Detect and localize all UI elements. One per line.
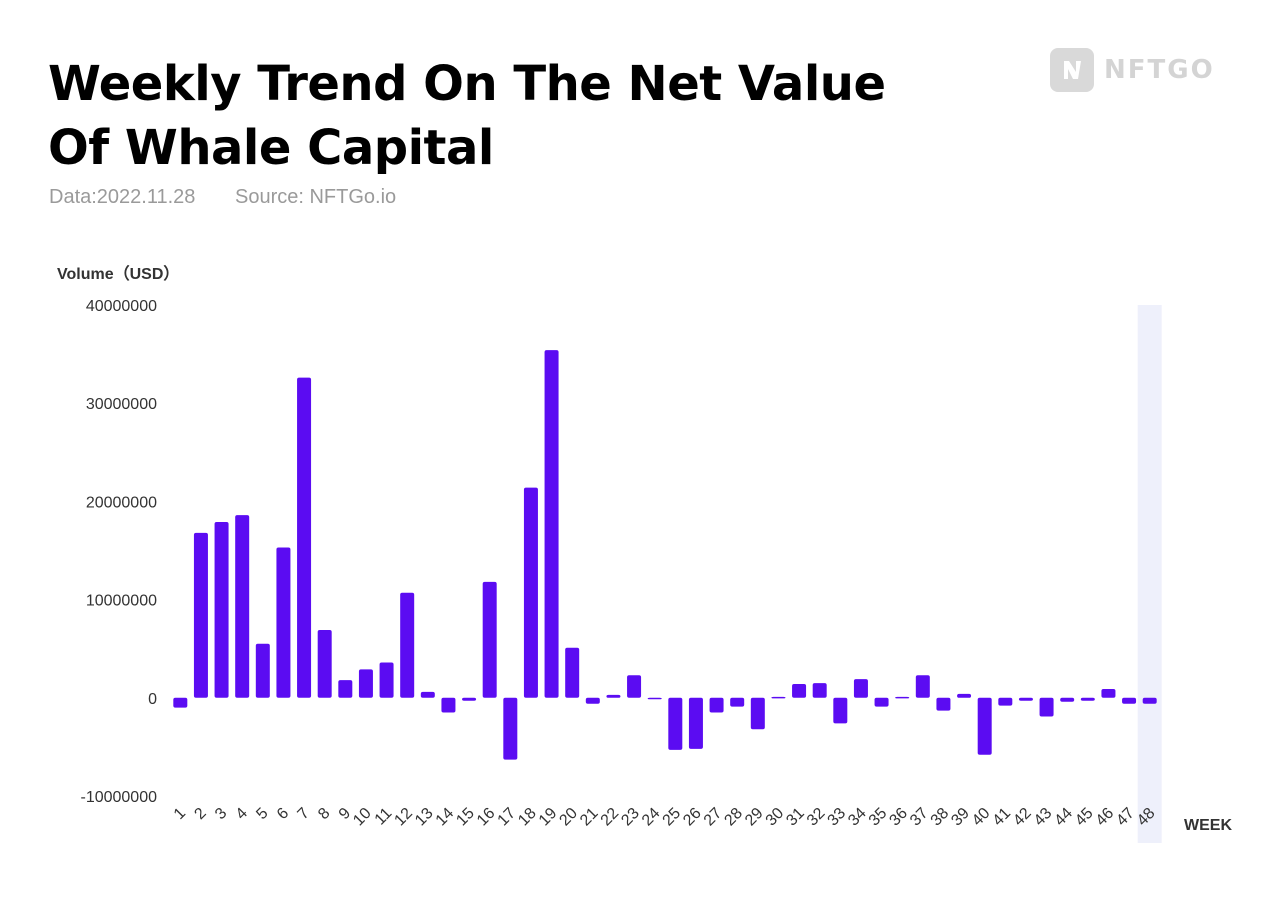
y-tick-label: 10000000 (86, 593, 157, 610)
bar-week-19[interactable] (544, 350, 559, 698)
bar-week-7[interactable] (297, 377, 312, 698)
x-tick-label: 3 (212, 805, 230, 823)
x-tick-label: 6 (274, 805, 292, 823)
bar-week-34[interactable] (853, 679, 868, 698)
chart-title: Weekly Trend On The Net Value Of Whale C… (48, 52, 968, 180)
bar-week-48[interactable] (1142, 697, 1157, 704)
bar-week-11[interactable] (379, 662, 394, 698)
bar-week-18[interactable] (523, 487, 538, 698)
bar-week-14[interactable] (441, 697, 456, 713)
bar-week-1[interactable] (173, 697, 188, 708)
bar-week-31[interactable] (792, 684, 807, 698)
bar-week-40[interactable] (977, 697, 992, 755)
y-tick-label: 30000000 (86, 396, 157, 413)
bar-series (173, 350, 1157, 760)
nftgo-logo: NFTGO (1050, 48, 1215, 92)
x-tick-label: 2 (191, 805, 209, 823)
y-tick-label: -10000000 (80, 789, 157, 806)
bar-week-6[interactable] (276, 547, 291, 698)
x-tick-label: 7 (295, 805, 313, 823)
x-tick-label: 8 (315, 805, 333, 823)
title-line-1: Weekly Trend On The Net Value (48, 56, 886, 112)
title-line-2: Of Whale Capital (48, 120, 494, 176)
bar-week-22[interactable] (606, 694, 621, 698)
y-tick-label: 40000000 (86, 298, 157, 315)
bar-week-43[interactable] (1039, 697, 1054, 717)
bar-week-44[interactable] (1060, 697, 1075, 702)
bar-week-17[interactable] (503, 697, 518, 760)
bar-week-42[interactable] (1018, 697, 1033, 701)
date-label: Data:2022.11.28 (49, 186, 196, 208)
bar-week-28[interactable] (730, 697, 745, 707)
bar-week-38[interactable] (936, 697, 951, 711)
y-axis-title: Volume（USD） (57, 265, 179, 283)
x-tick-label: 4 (233, 805, 251, 823)
bar-week-20[interactable] (565, 647, 580, 698)
y-tick-label: 0 (148, 691, 157, 708)
bar-week-39[interactable] (957, 693, 972, 698)
bar-week-47[interactable] (1122, 697, 1137, 704)
bar-week-15[interactable] (462, 697, 477, 701)
bar-week-33[interactable] (833, 697, 848, 724)
bar-week-25[interactable] (668, 697, 683, 750)
bar-week-5[interactable] (255, 643, 270, 698)
bar-week-32[interactable] (812, 683, 827, 698)
y-axis-ticks: 40000000 30000000 20000000 10000000 0 -100000… (80, 298, 157, 806)
bar-week-30[interactable] (771, 696, 786, 699)
bar-week-3[interactable] (214, 522, 229, 698)
bar-week-10[interactable] (358, 669, 373, 698)
bar-week-36[interactable] (895, 696, 910, 699)
bar-week-8[interactable] (317, 630, 332, 698)
nftgo-logo-icon (1050, 48, 1094, 92)
bar-week-41[interactable] (998, 697, 1013, 706)
bar-week-21[interactable] (585, 697, 600, 704)
subtitle: Data:2022.11.28 Source: NFTGo.io (49, 186, 430, 209)
nftgo-logo-text: NFTGO (1104, 55, 1215, 85)
x-tick-label: 1 (171, 805, 189, 823)
bar-week-26[interactable] (688, 697, 703, 749)
bar-week-13[interactable] (420, 691, 435, 698)
y-tick-label: 20000000 (86, 494, 157, 511)
x-tick-label: 5 (253, 805, 271, 823)
bar-week-45[interactable] (1080, 697, 1095, 701)
bar-week-29[interactable] (750, 697, 765, 730)
bar-week-23[interactable] (627, 675, 642, 698)
x-tick-label: 9 (336, 805, 354, 823)
bar-week-2[interactable] (193, 532, 208, 698)
source-label: Source: NFTGo.io (234, 186, 397, 208)
bar-week-16[interactable] (482, 581, 497, 698)
bar-week-4[interactable] (235, 515, 250, 698)
bar-week-35[interactable] (874, 697, 889, 707)
highlight-band (1137, 305, 1162, 843)
bar-week-9[interactable] (338, 680, 353, 698)
bar-week-37[interactable] (915, 675, 930, 698)
bar-week-27[interactable] (709, 697, 724, 713)
x-axis-title: WEEK (1184, 817, 1232, 834)
bar-week-46[interactable] (1101, 688, 1116, 698)
x-axis-ticks: 1 2 3 4 5 6 7 8 91011121314151617181920212223242… (171, 805, 1159, 830)
bar-week-12[interactable] (400, 592, 415, 698)
bar-week-24[interactable] (647, 697, 662, 700)
